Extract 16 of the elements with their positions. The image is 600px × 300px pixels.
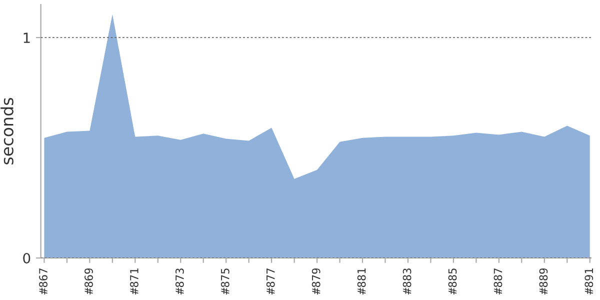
x-tick-label: #879 bbox=[312, 268, 320, 294]
x-tick-label: #871 bbox=[130, 268, 138, 294]
x-tick-label: #877 bbox=[266, 268, 275, 294]
x-tick-label: #867 bbox=[39, 268, 48, 294]
x-tick-label: #881 bbox=[357, 268, 366, 294]
x-tick-label: #875 bbox=[220, 268, 230, 294]
x-tick-label: #873 bbox=[175, 268, 184, 294]
x-tick-label: #887 bbox=[494, 268, 502, 294]
x-tick-label: #889 bbox=[539, 268, 548, 294]
y-tick-label: 0 bbox=[23, 252, 30, 264]
x-tick-label: #883 bbox=[402, 268, 412, 294]
x-tick-label: #869 bbox=[84, 268, 93, 294]
y-axis-title: seconds bbox=[0, 98, 14, 164]
x-tick-label: #885 bbox=[448, 268, 457, 294]
x-tick-label: #891 bbox=[584, 268, 594, 294]
y-tick-label: 1 bbox=[24, 32, 30, 43]
